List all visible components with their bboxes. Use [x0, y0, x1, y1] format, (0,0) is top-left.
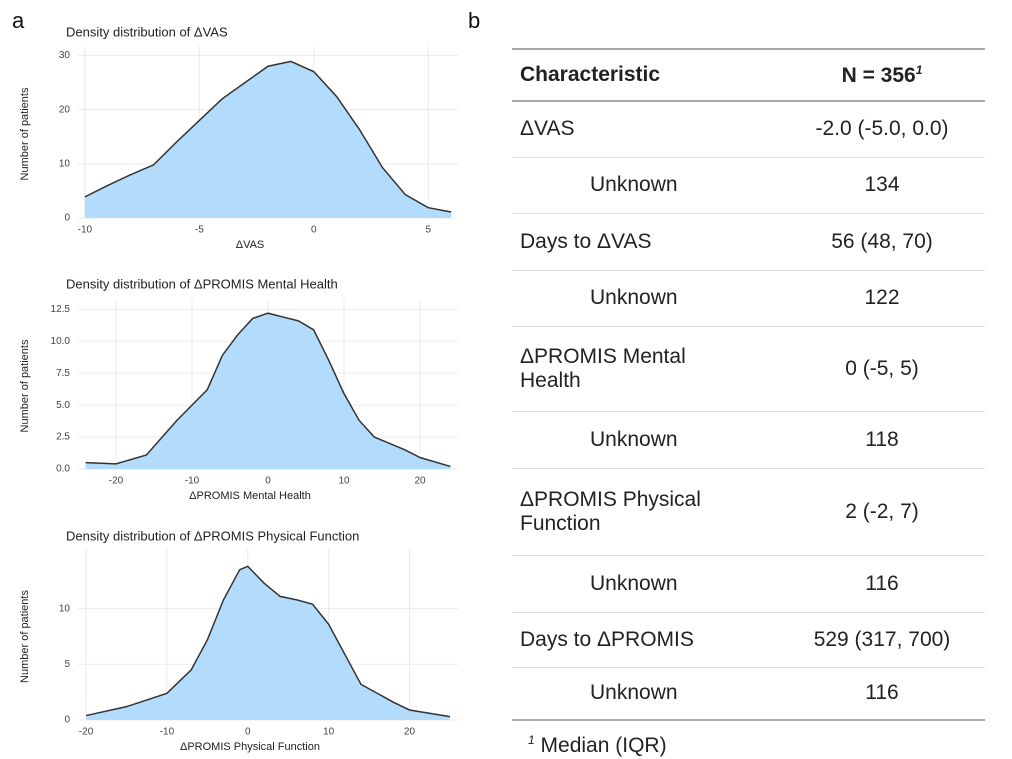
y-tick-label: 20	[59, 104, 71, 115]
table-row: Unknown 116	[512, 555, 985, 613]
density-area	[84, 61, 452, 218]
x-tick-label: 10	[338, 476, 350, 487]
value-cell: 0 (-5, 5)	[779, 326, 985, 412]
y-tick-label: 5.0	[56, 400, 70, 411]
chart-title: Density distribution of ΔPROMIS Physical…	[66, 528, 359, 543]
label-cell: Days to ΔPROMIS	[512, 612, 779, 668]
y-tick-label: 10.0	[51, 336, 71, 347]
x-tick-label: -20	[109, 476, 124, 487]
density-line	[84, 60, 452, 213]
value-cell: 134	[779, 157, 985, 214]
table-row: Unknown 118	[512, 411, 985, 469]
label-cell: Unknown	[512, 411, 779, 469]
x-tick-label: -10	[78, 225, 93, 236]
y-tick-label: 30	[59, 50, 71, 61]
density-line	[85, 565, 451, 718]
x-tick-label: 5	[425, 225, 431, 236]
table-row: ΔPROMIS Mental Health 0 (-5, 5)	[512, 326, 985, 412]
value-cell: 116	[779, 555, 985, 613]
y-tick-label: 2.5	[56, 432, 70, 443]
panel-label: a	[12, 8, 25, 33]
y-tick-label: 0.0	[56, 464, 70, 475]
header-cell: Characteristic	[512, 48, 779, 102]
x-tick-label: -10	[185, 476, 200, 487]
table-row: Unknown 116	[512, 667, 985, 721]
y-tick-label: 10	[59, 158, 71, 169]
footnote-text: Median (IQR)	[540, 734, 667, 757]
table-row: ΔPROMIS Physical Function 2 (-2, 7)	[512, 468, 985, 556]
label-cell: Unknown	[512, 157, 779, 214]
label-cell: Unknown	[512, 667, 779, 721]
value-cell: 116	[779, 667, 985, 721]
y-tick-label: 12.5	[51, 304, 71, 315]
x-tick-label: 20	[404, 727, 416, 738]
value-cell: 529 (317, 700)	[779, 612, 985, 668]
table-row: ΔVAS -2.0 (-5.0, 0.0)	[512, 101, 985, 158]
x-axis-title: ΔPROMIS Physical Function	[180, 741, 320, 753]
label-cell: ΔPROMIS Physical Function	[512, 468, 779, 556]
y-tick-label: 7.5	[56, 368, 70, 379]
chart-title: Density distribution of ΔPROMIS Mental H…	[66, 276, 338, 291]
label-cell: ΔPROMIS Mental Health	[512, 326, 779, 412]
table-row: Unknown 122	[512, 270, 985, 327]
density-line	[85, 312, 451, 468]
value-cell: 122	[779, 270, 985, 327]
value-cell: 2 (-2, 7)	[779, 468, 985, 556]
label-cell: ΔVAS	[512, 101, 779, 158]
header-cell: N = 3561	[779, 48, 985, 102]
y-axis-title: Number of patients	[19, 590, 31, 683]
x-tick-label: -20	[79, 727, 94, 738]
y-tick-label: 10	[59, 603, 71, 614]
y-tick-label: 0	[64, 213, 70, 224]
label-cell: Unknown	[512, 555, 779, 613]
footnote: 1 Median (IQR)	[528, 733, 667, 758]
label-cell: Days to ΔVAS	[512, 213, 779, 271]
footnote-marker: 1	[915, 62, 923, 77]
x-axis-title: ΔVAS	[236, 239, 265, 251]
x-tick-label: 0	[311, 225, 317, 236]
x-tick-label: 0	[245, 727, 251, 738]
table-row: Days to ΔVAS 56 (48, 70)	[512, 213, 985, 271]
x-tick-label: 10	[323, 727, 335, 738]
charts: Density distribution of ΔVAS 0 10 20 30 -10 -5…	[19, 24, 458, 753]
label-cell: Unknown	[512, 270, 779, 327]
summary-table: Characteristic N = 3561 ΔVAS -2.0 (-5.0, …	[512, 48, 985, 721]
x-tick-label: -10	[160, 727, 175, 738]
density-area	[85, 313, 451, 469]
table-row: Days to ΔPROMIS 529 (317, 700)	[512, 612, 985, 668]
y-tick-label: 5	[64, 659, 70, 670]
table-row: Unknown 134	[512, 157, 985, 214]
x-tick-label: 20	[414, 476, 426, 487]
density-area	[86, 566, 450, 720]
x-axis-title: ΔPROMIS Mental Health	[189, 490, 311, 502]
x-tick-label: 0	[265, 476, 271, 487]
footnote-marker: 1	[528, 733, 535, 747]
panel-label: b	[468, 8, 481, 33]
chart-title: Density distribution of ΔVAS	[66, 24, 228, 39]
y-tick-label: 0	[64, 715, 70, 726]
value-cell: 56 (48, 70)	[779, 213, 985, 271]
value-cell: -2.0 (-5.0, 0.0)	[779, 101, 985, 158]
x-tick-label: -5	[195, 225, 204, 236]
header-row: Characteristic N = 3561	[512, 48, 985, 102]
value-cell: 118	[779, 411, 985, 469]
y-axis-title: Number of patients	[19, 339, 31, 432]
y-axis-title: Number of patients	[19, 87, 31, 180]
header-text: N = 356	[841, 63, 916, 87]
